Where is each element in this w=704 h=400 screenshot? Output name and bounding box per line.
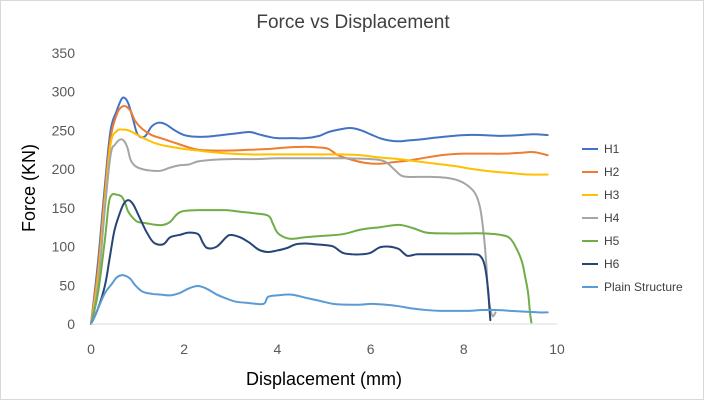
x-tick-label: 8 — [460, 341, 468, 357]
y-tick-label: 300 — [52, 84, 76, 100]
legend-label: H5 — [604, 234, 620, 248]
series-line-5 — [90, 192, 533, 325]
x-tick-label: 10 — [549, 341, 565, 357]
series-line-4 — [90, 138, 497, 325]
y-tick-label: 100 — [52, 239, 76, 255]
legend-label: H4 — [604, 211, 620, 225]
y-tick-label: 50 — [59, 277, 75, 293]
x-tick-label: 6 — [367, 341, 375, 357]
series-line-1 — [90, 96, 549, 325]
y-tick-label: 0 — [67, 316, 75, 332]
series-line-3 — [90, 128, 549, 325]
chart-title: Force vs Displacement — [256, 12, 450, 33]
y-axis-title: Force (KN) — [19, 144, 39, 232]
x-axis-title: Displacement (mm) — [246, 369, 402, 389]
x-tick-label: 4 — [274, 341, 282, 357]
x-tick-label: 0 — [87, 341, 95, 357]
legend-label: H1 — [604, 142, 620, 156]
series-line-2 — [90, 104, 549, 325]
y-tick-labels: 0 50 100 150 200 250 300 350 — [52, 45, 76, 332]
x-tick-label: 2 — [180, 341, 188, 357]
legend-label: Plain Structure — [604, 280, 683, 294]
series-line-7 — [90, 274, 549, 325]
legend: H1 H2 H3 H4 H5 H6 Plain Structure — [582, 142, 683, 294]
legend-label: H3 — [604, 188, 620, 202]
series-line-6 — [90, 199, 492, 325]
legend-label: H2 — [604, 165, 620, 179]
y-tick-label: 250 — [52, 122, 76, 138]
y-tick-label: 350 — [52, 45, 76, 61]
series-layer — [90, 96, 549, 325]
y-tick-label: 200 — [52, 161, 76, 177]
legend-label: H6 — [604, 257, 620, 271]
x-tick-labels: 0 2 4 6 8 10 — [87, 341, 565, 357]
y-tick-label: 150 — [52, 200, 76, 216]
